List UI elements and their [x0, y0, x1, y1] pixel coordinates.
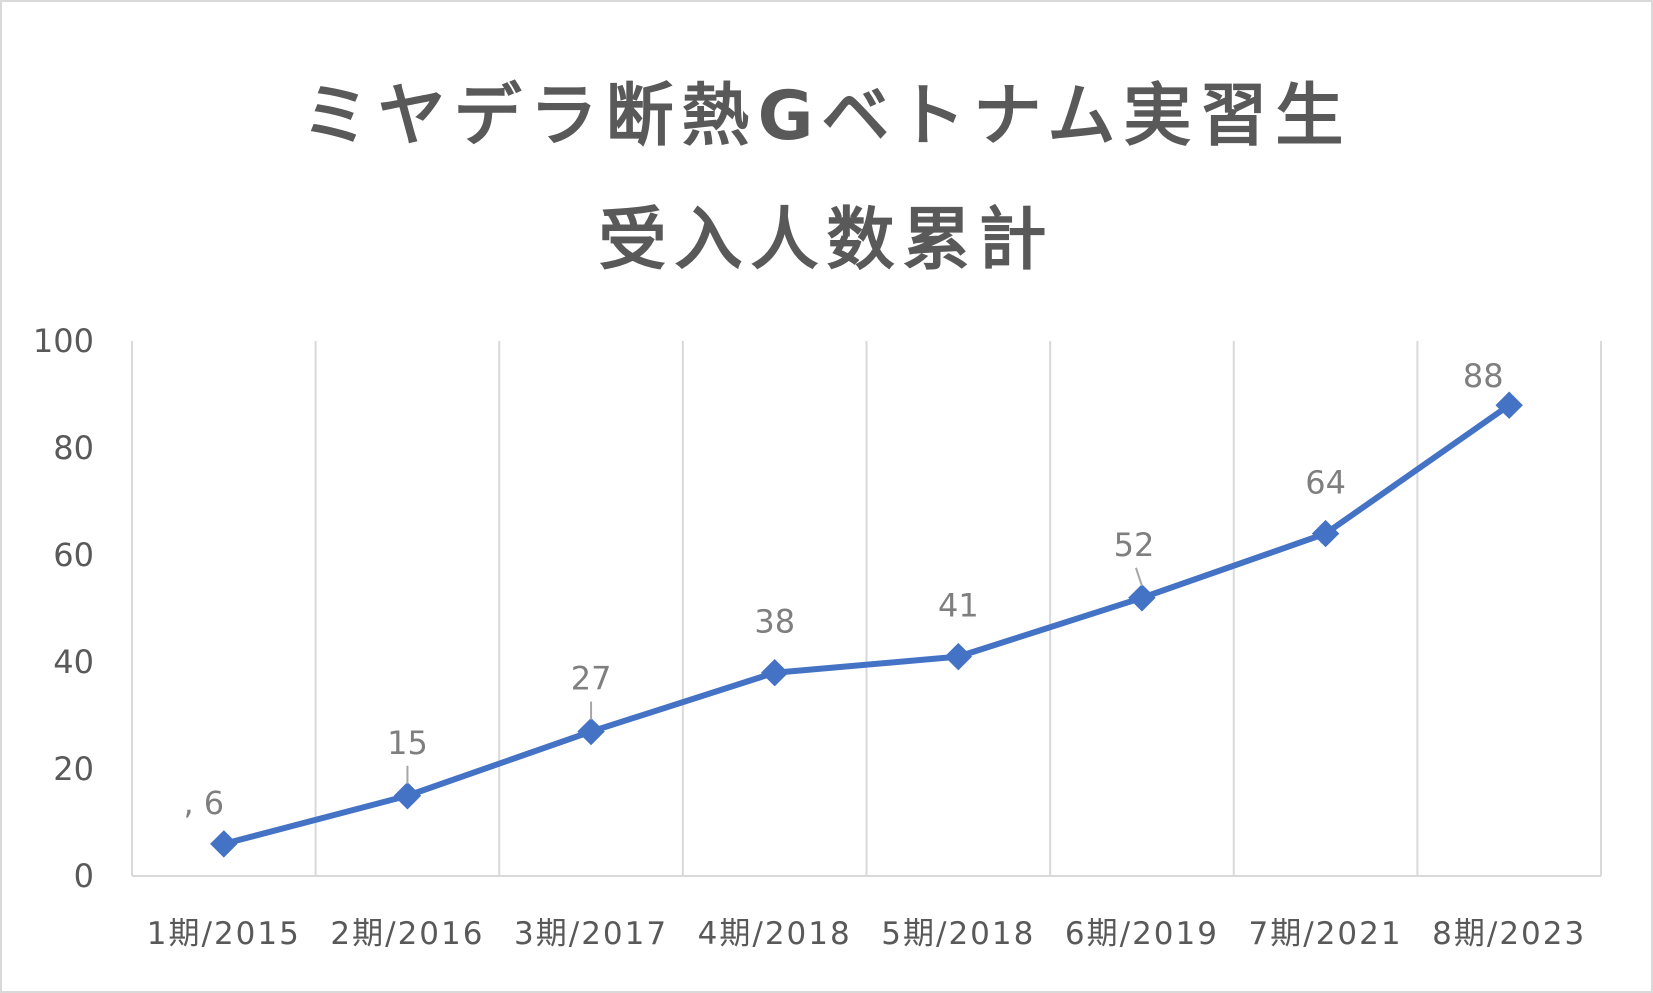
chart-title-line-1: ミヤデラ断熱Gベトナム実習生: [301, 77, 1352, 156]
data-point-marker: [1495, 391, 1523, 419]
x-tick-label: 2期/2016: [330, 916, 484, 952]
y-tick-label: 60: [53, 536, 94, 574]
data-label: 52: [1114, 526, 1155, 564]
data-point-marker: [210, 830, 238, 858]
data-label: 15: [387, 724, 428, 762]
data-point-marker: [944, 642, 973, 671]
gridlines: [131, 341, 1602, 876]
data-point-marker: [1128, 584, 1156, 612]
y-tick-label: 80: [53, 429, 94, 467]
y-tick-label: 100: [33, 322, 94, 360]
axes: 0 20 40 60 80 100 1期/2015 2期/2016 3期/2017 4期/2018…: [33, 322, 1601, 952]
chart-title-line-2: 受入人数累計: [598, 201, 1055, 280]
data-point-marker: [393, 782, 422, 810]
data-label: , 6: [183, 784, 224, 822]
y-tick-label: 40: [53, 643, 94, 681]
data-label: 88: [1463, 357, 1504, 395]
series-layer: [210, 391, 1523, 858]
data-point-marker: [760, 658, 789, 687]
data-label-leader-line: [1134, 567, 1143, 587]
x-tick-label: 3期/2017: [514, 916, 668, 952]
series-line: [220, 402, 1513, 847]
x-tick-label: 7期/2021: [1249, 916, 1403, 952]
data-label: 27: [571, 660, 612, 698]
y-tick-label: 0: [74, 857, 94, 895]
x-tick-label: 6期/2019: [1065, 916, 1219, 952]
x-tick-label: 8期/2023: [1432, 916, 1586, 952]
data-label: 64: [1305, 464, 1346, 502]
y-tick-label: 20: [53, 750, 94, 788]
x-tick-label: 5期/2018: [881, 916, 1035, 952]
x-tick-label: 1期/2015: [147, 916, 301, 952]
data-label: 41: [938, 587, 979, 625]
data-point-marker: [1311, 519, 1340, 548]
data-label: 38: [754, 603, 795, 641]
data-labels: , 6 15 27 38 41 52 64 88: [183, 357, 1503, 822]
x-tick-label: 4期/2018: [698, 916, 852, 952]
chart-title: ミヤデラ断熱Gベトナム実習生 受入人数累計: [0, 55, 1653, 303]
data-point-marker: [577, 717, 605, 746]
